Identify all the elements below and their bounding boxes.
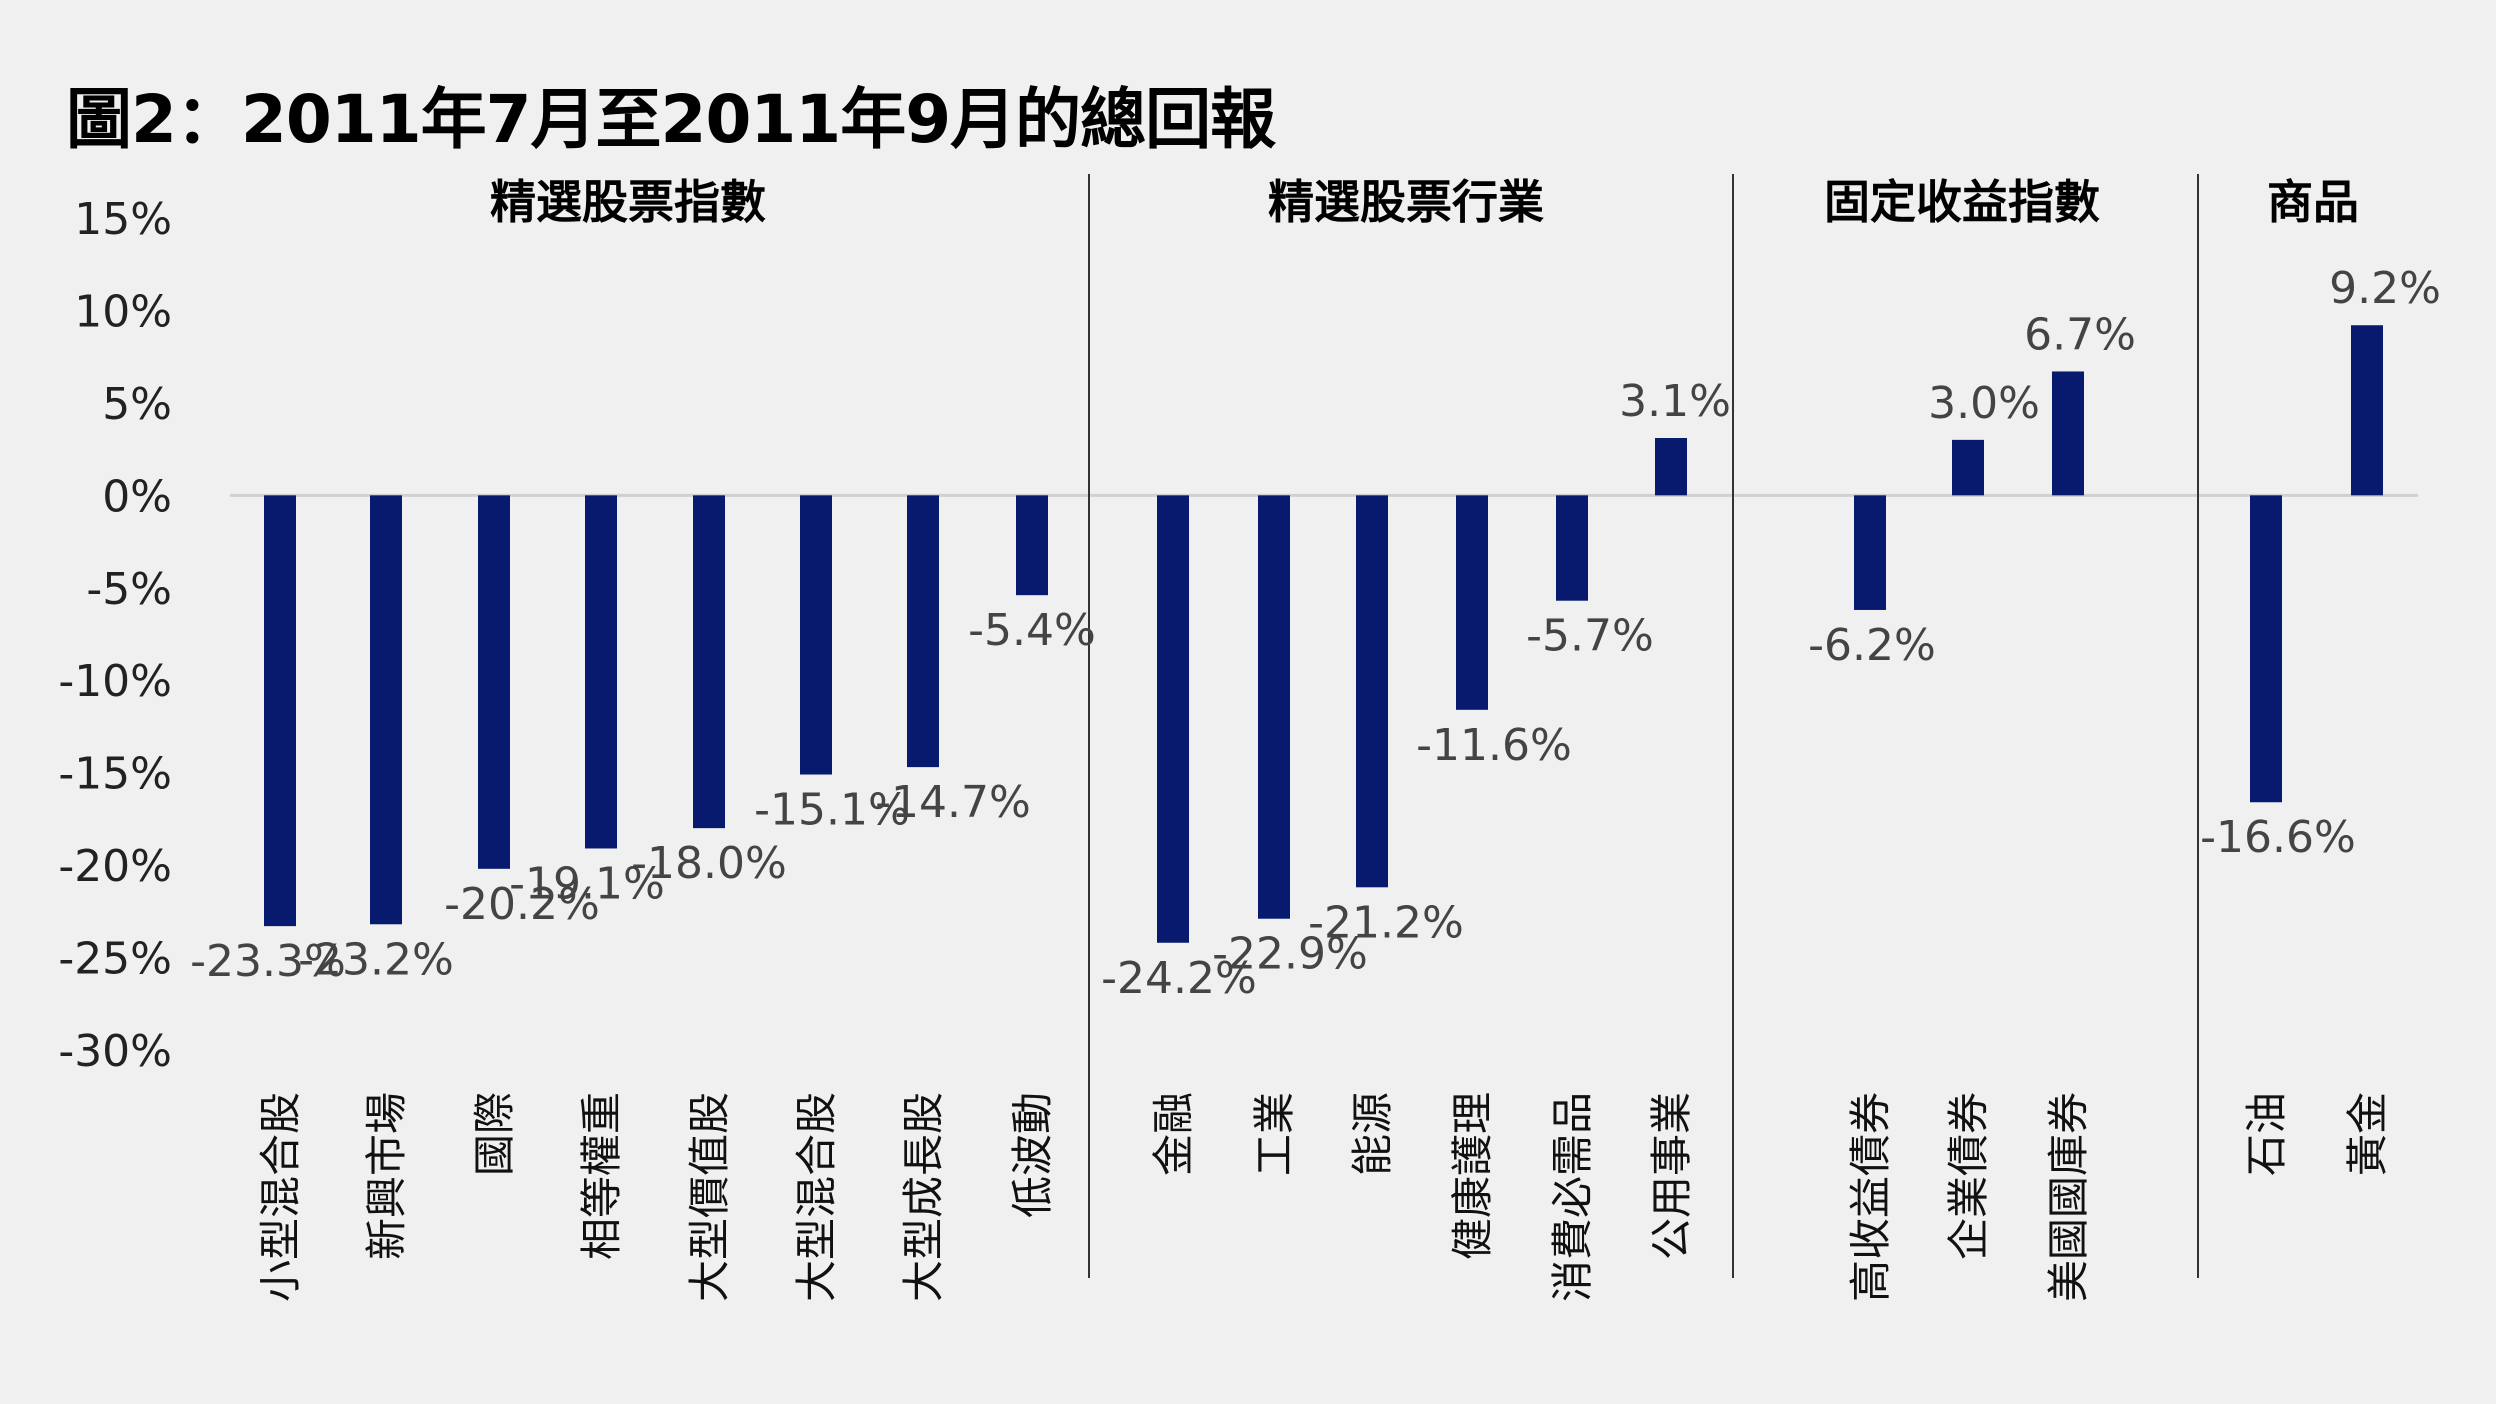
category-label: 小型混合股: [256, 1092, 305, 1302]
group-header: 固定收益指數: [1824, 175, 2100, 229]
group-header: 精選股票行業: [1268, 175, 1544, 229]
category-label: 金融: [1149, 1092, 1198, 1176]
data-label: -16.6%: [2200, 812, 2356, 863]
category-label: 大型價值股: [685, 1092, 734, 1302]
data-label: -24.2%: [1101, 953, 1257, 1004]
bar: [1016, 495, 1048, 596]
bar: [1456, 495, 1488, 710]
data-label: 6.7%: [2024, 309, 2136, 360]
category-label: 健康護理: [1448, 1092, 1497, 1260]
bar: [2250, 495, 2282, 803]
category-label: 相等權重: [577, 1092, 626, 1260]
data-label: -23.3%: [190, 936, 346, 987]
bar: [800, 495, 832, 775]
data-label: -11.6%: [1416, 720, 1572, 771]
chart-title: 圖2：2011年7月至2011年9月的總回報: [66, 81, 1276, 158]
y-tick-label: -30%: [58, 1026, 172, 1077]
y-tick-label: 0%: [102, 471, 172, 522]
bar: [1952, 439, 1984, 496]
category-label: 高收益債券: [1846, 1092, 1895, 1302]
bar: [693, 495, 725, 829]
y-tick-label: -10%: [58, 656, 172, 707]
data-label: -21.2%: [1308, 897, 1464, 948]
data-label: -22.9%: [1212, 929, 1368, 980]
data-label: 9.2%: [2329, 263, 2441, 314]
y-tick-label: -20%: [58, 841, 172, 892]
bar: [907, 495, 939, 768]
bar: [1356, 495, 1388, 888]
data-label: -23.2%: [298, 934, 454, 985]
data-label: -19.1%: [509, 858, 665, 909]
data-label: -18.0%: [631, 838, 787, 889]
bar: [370, 495, 402, 925]
bar: [1258, 495, 1290, 919]
data-label: -5.7%: [1526, 611, 1654, 662]
group-header: 商品: [2267, 175, 2359, 229]
category-label: 黃金: [2343, 1092, 2392, 1176]
y-tick-label: 10%: [74, 286, 172, 337]
y-tick-label: 5%: [102, 379, 172, 430]
bar: [1157, 495, 1189, 943]
y-tick-label: 15%: [74, 194, 172, 245]
data-label: -14.7%: [875, 777, 1031, 828]
bar: [264, 495, 296, 927]
data-label: -20.2%: [444, 879, 600, 930]
category-label: 大型成長股: [899, 1092, 948, 1302]
data-label: 3.0%: [1928, 378, 2040, 429]
bar: [1655, 438, 1687, 496]
data-label: -6.2%: [1808, 620, 1936, 671]
bar: [2351, 325, 2383, 496]
group-header: 精選股票指數: [490, 175, 766, 229]
bar: [478, 495, 510, 869]
bar: [2052, 371, 2084, 496]
category-label: 大型混合股: [792, 1092, 841, 1302]
category-label: 消費必需品: [1548, 1092, 1597, 1302]
category-label: 低波動: [1008, 1092, 1057, 1218]
y-tick-label: -5%: [86, 564, 172, 615]
category-label: 國際: [470, 1092, 519, 1176]
y-tick-label: -25%: [58, 934, 172, 985]
bar: [1854, 495, 1886, 610]
category-label: 工業: [1250, 1092, 1299, 1176]
category-label: 企業債券: [1944, 1092, 1993, 1260]
category-label: 公用事業: [1647, 1092, 1696, 1260]
category-label: 新興市場: [362, 1092, 411, 1260]
category-label: 能源: [1348, 1092, 1397, 1176]
data-label: -5.4%: [968, 605, 1096, 656]
bar: [585, 495, 617, 849]
data-label: -15.1%: [754, 785, 910, 836]
data-label: 3.1%: [1619, 376, 1731, 427]
category-label: 石油: [2242, 1092, 2291, 1176]
bar: [1556, 495, 1588, 601]
y-tick-label: -15%: [58, 749, 172, 800]
category-label: 美國國庫券: [2044, 1092, 2093, 1302]
